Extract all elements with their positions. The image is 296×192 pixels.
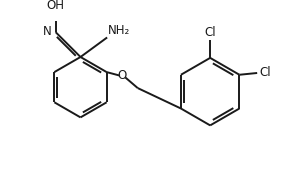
Text: Cl: Cl — [204, 26, 216, 39]
Text: NH₂: NH₂ — [108, 24, 130, 36]
Text: N: N — [42, 25, 51, 38]
Text: Cl: Cl — [259, 66, 271, 79]
Text: OH: OH — [47, 0, 65, 12]
Text: O: O — [117, 69, 126, 82]
